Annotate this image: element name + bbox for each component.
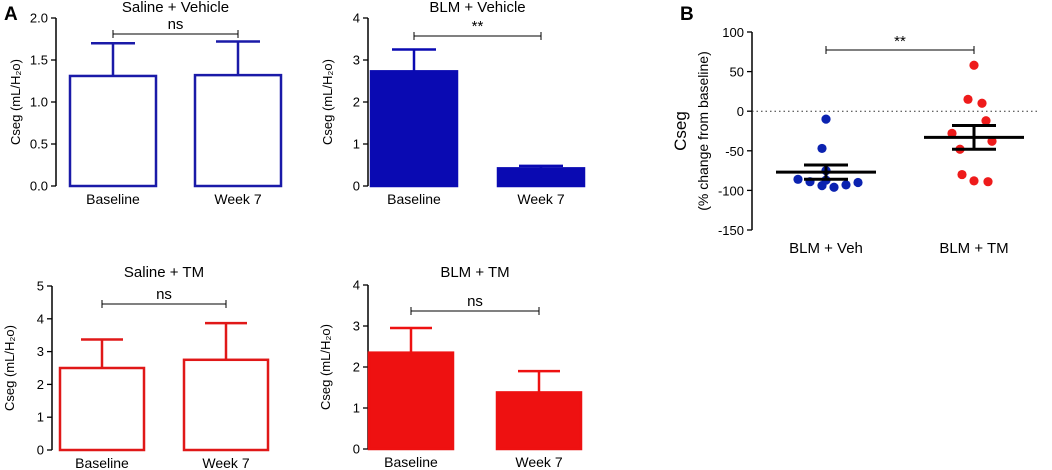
scatter-point [963, 94, 973, 104]
x-category-label: Baseline [384, 454, 438, 470]
y-tick-label: 0 [737, 104, 744, 119]
y-tick-label: 1 [37, 410, 44, 425]
scatter-point [853, 177, 863, 188]
chart-title: BLM + Vehicle [429, 0, 525, 16]
y-tick-label: -150 [718, 223, 744, 238]
scatter-point [829, 182, 839, 192]
panel-label-a: A [4, 4, 18, 25]
bar-week-7 [193, 73, 283, 188]
y-axis-label: Cseg (mL/H₂o) [2, 325, 17, 411]
scatter-point [987, 136, 997, 146]
y-tick-label: 1 [353, 401, 360, 416]
significance-label: ** [894, 33, 906, 50]
scatter-point [969, 60, 979, 70]
bar-chart-1: Saline + Vehicle 0.0 0.5 1.0 1.5 2.0 Cseg (mL/… [8, 0, 283, 207]
chart-title: Saline + Vehicle [122, 0, 229, 16]
significance-label: ns [156, 286, 172, 303]
chart-title: BLM + TM [440, 264, 509, 281]
y-tick-label: 4 [353, 278, 360, 293]
scatter-point [957, 169, 967, 180]
y-tick-label: 0 [353, 179, 360, 194]
scatter-point [947, 128, 957, 138]
x-category-label: Baseline [86, 191, 140, 207]
y-axis-label: Cseg (mL/H₂o) [318, 324, 333, 410]
bar-baseline [58, 366, 146, 452]
y-tick-label: 1.0 [30, 95, 48, 110]
y-tick-label: 2.0 [30, 11, 48, 26]
y-tick-label: 0.5 [30, 137, 48, 152]
scatter-point [977, 98, 987, 108]
chart-title: Saline + TM [124, 264, 204, 281]
y-tick-label: 3 [353, 319, 360, 334]
panel-label-b: B [680, 4, 694, 25]
scatter-chart: -150 -100 -50 0 50 100 Cseg (% change from base… [671, 25, 1040, 257]
x-category-label: Week 7 [214, 191, 261, 207]
bar-week-7 [182, 358, 270, 452]
scatter-point [983, 177, 993, 187]
y-tick-label: 50 [730, 65, 744, 80]
x-category-label: Week 7 [515, 454, 562, 470]
scatter-point [793, 174, 803, 184]
y-tick-label: 2 [37, 377, 44, 392]
y-tick-label: 2 [353, 95, 360, 110]
y-axis-label: Cseg (mL/H₂o) [8, 59, 23, 145]
scatter-point [841, 180, 851, 190]
y-tick-label: -50 [725, 144, 744, 159]
bar-chart-4: BLM + TM 0 1 2 3 4 Cseg (mL/H₂o) Baseline Week 7… [318, 264, 583, 470]
bar-baseline [68, 74, 158, 188]
scatter-point [969, 176, 979, 186]
significance-label: ns [168, 16, 184, 33]
x-category-label: BLM + TM [939, 240, 1008, 257]
bar-week-7 [495, 391, 583, 451]
y-tick-label: 3 [353, 53, 360, 68]
y-axis-label: Cseg (mL/H₂o) [320, 59, 335, 145]
x-category-label: Baseline [387, 191, 441, 207]
x-category-label: Week 7 [517, 191, 564, 207]
y-tick-label: 100 [722, 25, 744, 40]
bar-baseline [367, 351, 455, 451]
y-tick-label: 4 [37, 311, 44, 326]
y-tick-label: 0 [353, 442, 360, 457]
bar-week-7 [496, 167, 586, 188]
y-tick-label: 5 [37, 279, 44, 294]
y-tick-label: 1.5 [30, 53, 48, 68]
y-tick-label: 3 [37, 344, 44, 359]
y-tick-label: 0.0 [30, 179, 48, 194]
x-category-label: BLM + Veh [789, 240, 863, 257]
y-tick-label: 2 [353, 360, 360, 375]
y-axis-label: Cseg [671, 111, 690, 151]
scatter-series-2 [924, 60, 1024, 187]
scatter-point [817, 143, 827, 154]
y-tick-label: 1 [353, 137, 360, 152]
scatter-point [981, 116, 991, 126]
significance-label: ns [467, 293, 483, 310]
x-category-label: Baseline [75, 455, 129, 470]
significance-label: ** [472, 18, 484, 35]
bar-chart-3: Saline + TM 0 1 2 3 4 5 Cseg (mL/H₂o) Baseline We… [2, 264, 270, 470]
y-tick-label: -100 [718, 183, 744, 198]
y-axis-sublabel: (% change from baseline) [695, 51, 711, 211]
scatter-series-1 [776, 114, 876, 192]
y-tick-label: 4 [353, 11, 360, 26]
x-category-label: Week 7 [202, 455, 249, 470]
scatter-point [821, 114, 831, 124]
bar-chart-2: BLM + Vehicle 0 1 2 3 4 Cseg (mL/H₂o) Baseline W… [320, 0, 586, 207]
bar-baseline [369, 70, 459, 188]
y-tick-label: 0 [37, 443, 44, 458]
